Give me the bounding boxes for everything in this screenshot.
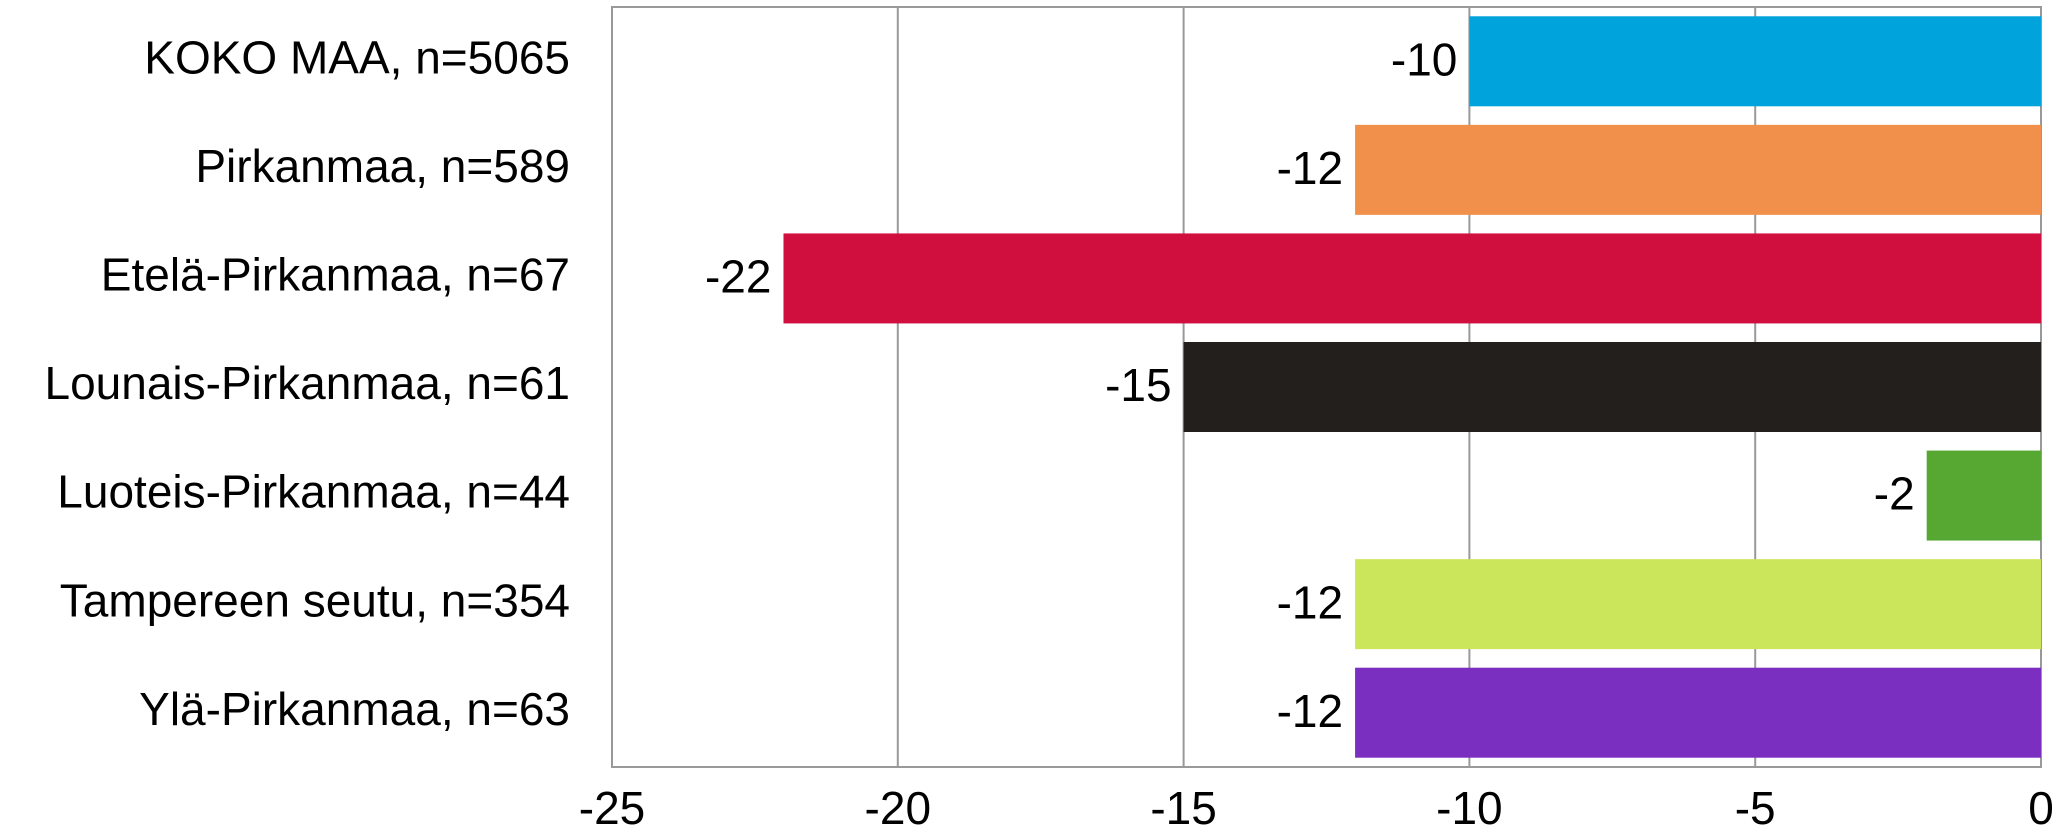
y-tick-label: Etelä-Pirkanmaa, n=67 xyxy=(101,249,570,301)
data-label: -22 xyxy=(705,251,771,303)
bar xyxy=(783,233,2041,324)
x-tick-label: 0 xyxy=(2028,782,2054,834)
x-tick-label: -25 xyxy=(579,782,645,834)
y-tick-label: KOKO MAA, n=5065 xyxy=(144,31,570,83)
data-label: -12 xyxy=(1277,576,1343,628)
bar xyxy=(1183,342,2041,432)
x-tick-label: -20 xyxy=(865,782,931,834)
data-label: -10 xyxy=(1391,33,1457,85)
bar xyxy=(1355,667,2041,758)
bar xyxy=(1469,16,2041,107)
x-tick-label: -5 xyxy=(1735,782,1776,834)
bar xyxy=(1926,450,2041,541)
y-tick-label: Pirkanmaa, n=589 xyxy=(195,140,570,192)
bar xyxy=(1355,124,2041,215)
y-tick-label: Lounais-Pirkanmaa, n=61 xyxy=(45,357,571,409)
x-tick-label: -15 xyxy=(1150,782,1216,834)
y-tick-label: Tampereen seutu, n=354 xyxy=(60,574,570,626)
y-tick-label: Ylä-Pirkanmaa, n=63 xyxy=(139,683,570,735)
data-label: -15 xyxy=(1105,359,1171,411)
data-label: -12 xyxy=(1277,142,1343,194)
x-tick-label: -10 xyxy=(1436,782,1502,834)
data-label: -12 xyxy=(1277,685,1343,737)
y-tick-label: Luoteis-Pirkanmaa, n=44 xyxy=(57,466,570,518)
bar xyxy=(1355,559,2041,650)
data-label: -2 xyxy=(1874,468,1915,520)
